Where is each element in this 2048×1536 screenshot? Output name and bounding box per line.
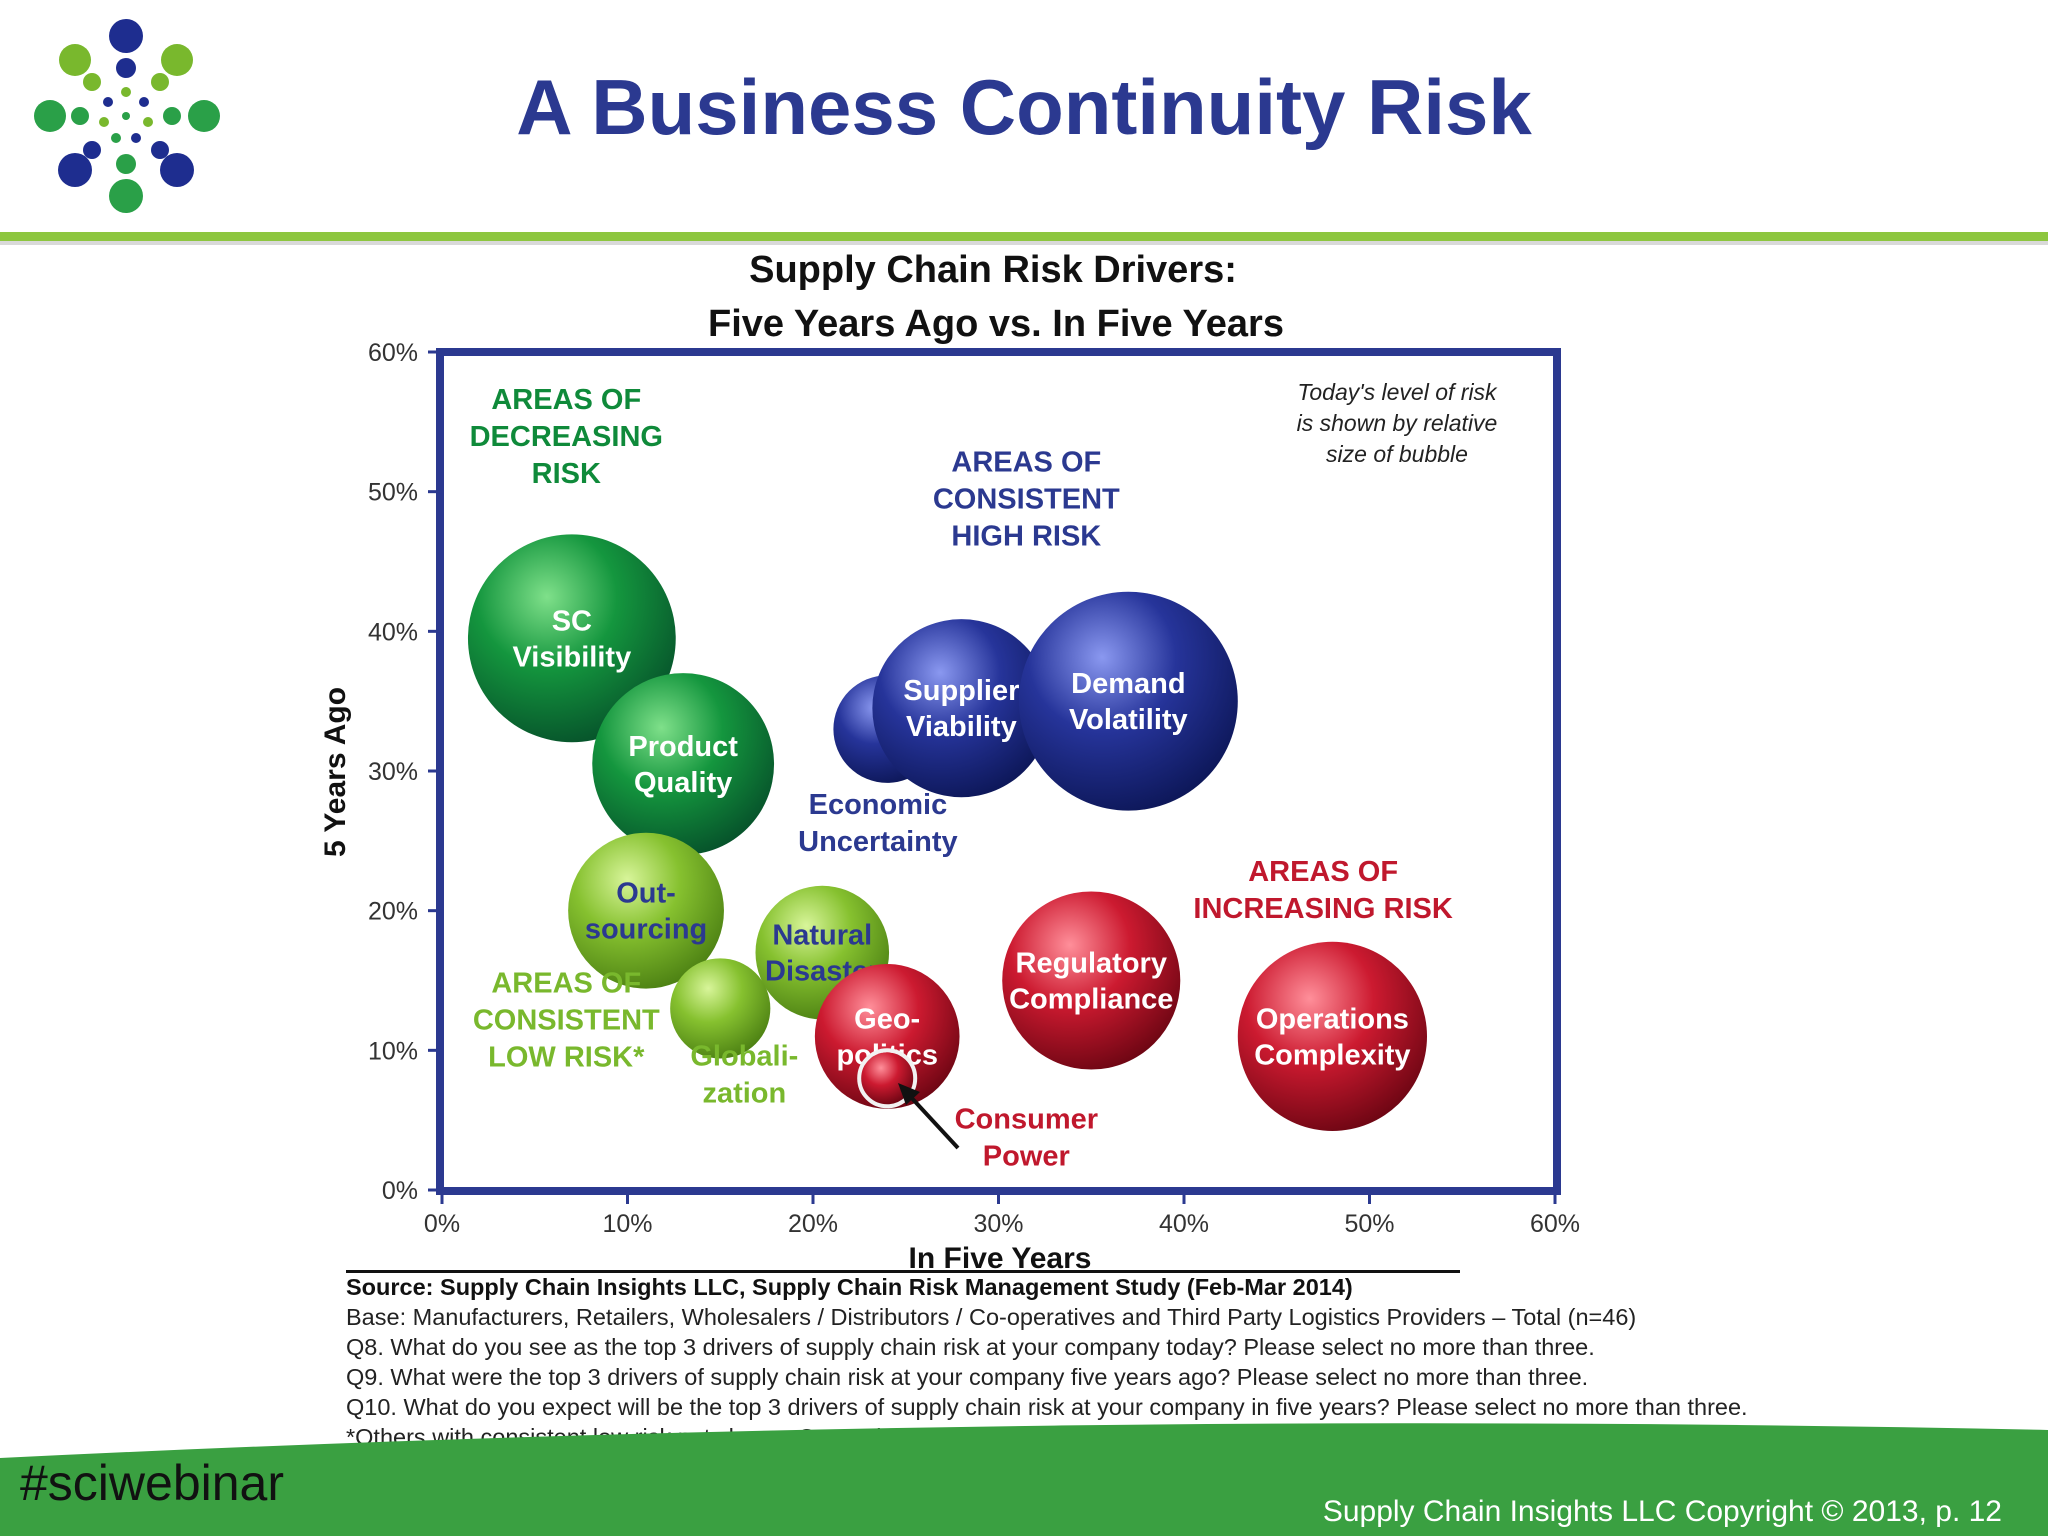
bubble-circle xyxy=(861,1052,914,1105)
bubble: Supplier Viability xyxy=(872,619,1051,798)
bubble-label: Visibility xyxy=(512,641,631,673)
bubble-label: Product xyxy=(628,731,738,763)
annotation-label: LOW RISK* xyxy=(488,1042,645,1074)
bubble-label: SC xyxy=(552,605,592,637)
consumer-power-arrowhead-icon xyxy=(898,1083,920,1105)
annotation-label: AREAS OF xyxy=(951,447,1101,479)
annotation-label: DECREASING xyxy=(470,421,663,453)
x-axis-label: In Five Years xyxy=(909,1242,1092,1275)
chart-title-line-1: Supply Chain Risk Drivers: xyxy=(749,249,1237,291)
dot-burst-logo-icon xyxy=(34,19,220,213)
bubble: Regulatory Compliance xyxy=(1002,891,1181,1070)
copyright: Supply Chain Insights LLC Copyright © 20… xyxy=(1322,1495,2002,1528)
bubble: Operations Complexity xyxy=(1237,941,1428,1131)
bubble-label: Volatility xyxy=(1069,704,1188,736)
slide-title: A Business Continuity Risk xyxy=(516,63,1532,151)
bubble-circle xyxy=(1237,941,1428,1131)
x-axis: 0% 10% 20% 30% 40% 50% 60% xyxy=(424,1190,1580,1238)
source-divider xyxy=(346,1270,1460,1273)
footer-band xyxy=(0,1423,2048,1536)
y-tick-label: 0% xyxy=(382,1177,418,1205)
hashtag: #sciwebinar xyxy=(20,1455,285,1511)
bubble-circle xyxy=(670,958,771,1059)
bubble: Out-sourcing xyxy=(568,832,724,989)
bubble-label: sourcing xyxy=(585,914,707,946)
annotation-label: CONSISTENT xyxy=(933,484,1120,516)
bubbles: SC Visibility Product Quality Out-sourcing Na… xyxy=(467,534,1428,1131)
bubble-circle xyxy=(1002,891,1181,1070)
bubble-label: Complexity xyxy=(1254,1039,1410,1071)
annotation-label: AREAS OF xyxy=(491,968,641,1000)
bubble-circle xyxy=(1018,591,1238,811)
size-note-line: Today's level of risk xyxy=(1297,379,1498,405)
bubble-label: Quality xyxy=(634,767,732,799)
bubble-label: Out- xyxy=(616,878,676,910)
x-tick-label: 60% xyxy=(1530,1210,1580,1238)
bubble: Demand Volatility xyxy=(1018,591,1238,811)
y-tick-label: 20% xyxy=(368,898,418,926)
bubble-label: Demand xyxy=(1071,668,1185,700)
bubble-circle xyxy=(568,832,724,989)
bubble-label: Compliance xyxy=(1009,984,1173,1016)
source-line-q9: Q9. What were the top 3 drivers of suppl… xyxy=(346,1364,1589,1390)
size-note-line: size of bubble xyxy=(1326,441,1468,467)
chart-annotations: AREAS OF DECREASING RISK AREAS OF CONSISTENT… xyxy=(470,384,1453,1173)
bubble-circle xyxy=(814,964,960,1109)
x-tick-label: 30% xyxy=(973,1210,1023,1238)
bubble xyxy=(670,958,771,1059)
y-tick-label: 30% xyxy=(368,758,418,786)
bubble-label: Supplier xyxy=(903,675,1019,707)
bubble xyxy=(861,1052,914,1105)
y-tick-label: 50% xyxy=(368,479,418,507)
annotation-label: RISK xyxy=(532,458,601,490)
bubble: SC Visibility xyxy=(467,534,676,743)
y-axis-label: 5 Years Ago xyxy=(319,687,352,857)
bubble-circle xyxy=(467,534,676,743)
x-tick-label: 20% xyxy=(788,1210,838,1238)
source-line-base: Base: Manufacturers, Retailers, Wholesal… xyxy=(346,1304,1637,1330)
consumer-power-arrow xyxy=(906,1092,960,1150)
annotation-label: Uncertainty xyxy=(798,826,958,858)
annotation-label: Consumer xyxy=(955,1103,1098,1135)
source-line-q8: Q8. What do you see as the top 3 drivers… xyxy=(346,1334,1595,1360)
bubble-label: Geo- xyxy=(854,1003,920,1035)
x-tick-label: 0% xyxy=(424,1210,460,1238)
bubble: Product Quality xyxy=(592,673,775,855)
source-title: Source: Supply Chain Insights LLC, Suppl… xyxy=(346,1274,1353,1300)
y-tick-label: 10% xyxy=(368,1037,418,1065)
header-divider-shadow xyxy=(0,241,2048,245)
bubble-label: Operations xyxy=(1256,1003,1409,1035)
annotation-label: Power xyxy=(983,1140,1070,1172)
header-divider xyxy=(0,232,2048,241)
annotation-label: INCREASING RISK xyxy=(1193,893,1452,925)
y-tick-label: 60% xyxy=(368,339,418,367)
bubble-label: Viability xyxy=(906,711,1017,743)
annotation-label: CONSISTENT xyxy=(473,1005,660,1037)
bubble-circle xyxy=(872,619,1051,798)
x-tick-label: 40% xyxy=(1159,1210,1209,1238)
source-line-q10: Q10. What do you expect will be the top … xyxy=(346,1394,1748,1420)
bubble-circle xyxy=(592,673,775,855)
bubble-size-note: Today's level of risk is shown by relativ… xyxy=(1297,379,1498,467)
annotation-label: zation xyxy=(702,1078,786,1110)
consumer-power-ring xyxy=(857,1048,918,1109)
bubble-label: Natural xyxy=(772,920,872,952)
size-note-line: is shown by relative xyxy=(1297,410,1498,436)
y-axis: 0% 10% 20% 30% 40% 50% 60% xyxy=(368,339,442,1205)
annotation-label: HIGH RISK xyxy=(951,521,1101,553)
annotation-label: AREAS OF xyxy=(1248,856,1398,888)
logo xyxy=(22,18,232,218)
bubble-label: Regulatory xyxy=(1016,948,1167,980)
y-tick-label: 40% xyxy=(368,618,418,646)
x-tick-label: 50% xyxy=(1344,1210,1394,1238)
annotation-label: Economic xyxy=(809,789,948,821)
chart-title-line-2: Five Years Ago vs. In Five Years xyxy=(708,303,1284,345)
annotation-label: Globali- xyxy=(690,1041,798,1073)
x-tick-label: 10% xyxy=(602,1210,652,1238)
annotation-label: AREAS OF xyxy=(491,384,641,416)
